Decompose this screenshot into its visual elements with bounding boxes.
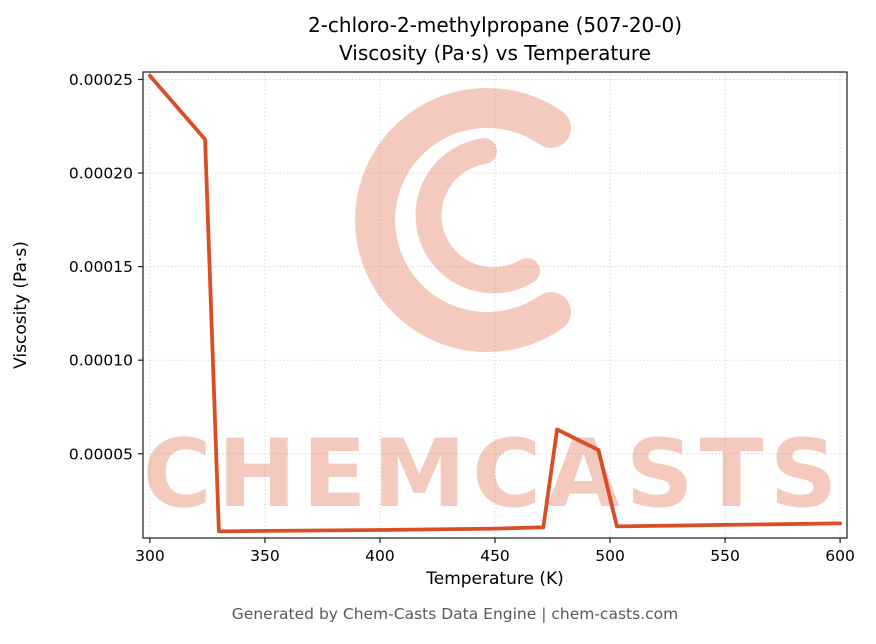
- x-tick-label: 350: [250, 547, 280, 565]
- x-tick-label: 400: [365, 547, 395, 565]
- x-tick-label: 500: [595, 547, 625, 565]
- chemcasts-watermark-logo: CHEMCASTS: [143, 88, 844, 529]
- axis-tick-labels: 300 350 400 450 500 550 600 0.00005 0.00010 0.000…: [69, 71, 855, 565]
- x-tick-label: 600: [825, 547, 855, 565]
- chart-title-line2: Viscosity (Pa·s) vs Temperature: [339, 41, 651, 66]
- x-tick-label: 300: [135, 547, 165, 565]
- chart-title: 2-chloro-2-methylpropane (507-20-0) Visc…: [143, 11, 847, 68]
- x-tick-label: 550: [710, 547, 740, 565]
- y-axis-label: Viscosity (Pa·s): [11, 241, 31, 369]
- watermark-text: CHEMCASTS: [143, 420, 844, 529]
- y-tick-label: 0.00020: [69, 165, 133, 183]
- watermark-logo-outer-arc: [355, 88, 571, 352]
- footer-text: Generated by Chem-Casts Data Engine | ch…: [231, 605, 679, 623]
- x-tick-label: 450: [480, 547, 510, 565]
- y-tick-label: 0.00010: [69, 352, 133, 370]
- y-tick-label: 0.00005: [69, 445, 133, 463]
- y-tick-label: 0.00015: [69, 258, 133, 276]
- chart-title-line1: 2-chloro-2-methylpropane (507-20-0): [307, 13, 683, 37]
- x-axis-label: Temperature (K): [426, 569, 564, 589]
- viscosity-line: [147, 73, 842, 534]
- y-tick-label: 0.00025: [69, 71, 133, 89]
- axis-ticks: [138, 78, 841, 543]
- watermark-logo-inner-arc: [415, 138, 540, 294]
